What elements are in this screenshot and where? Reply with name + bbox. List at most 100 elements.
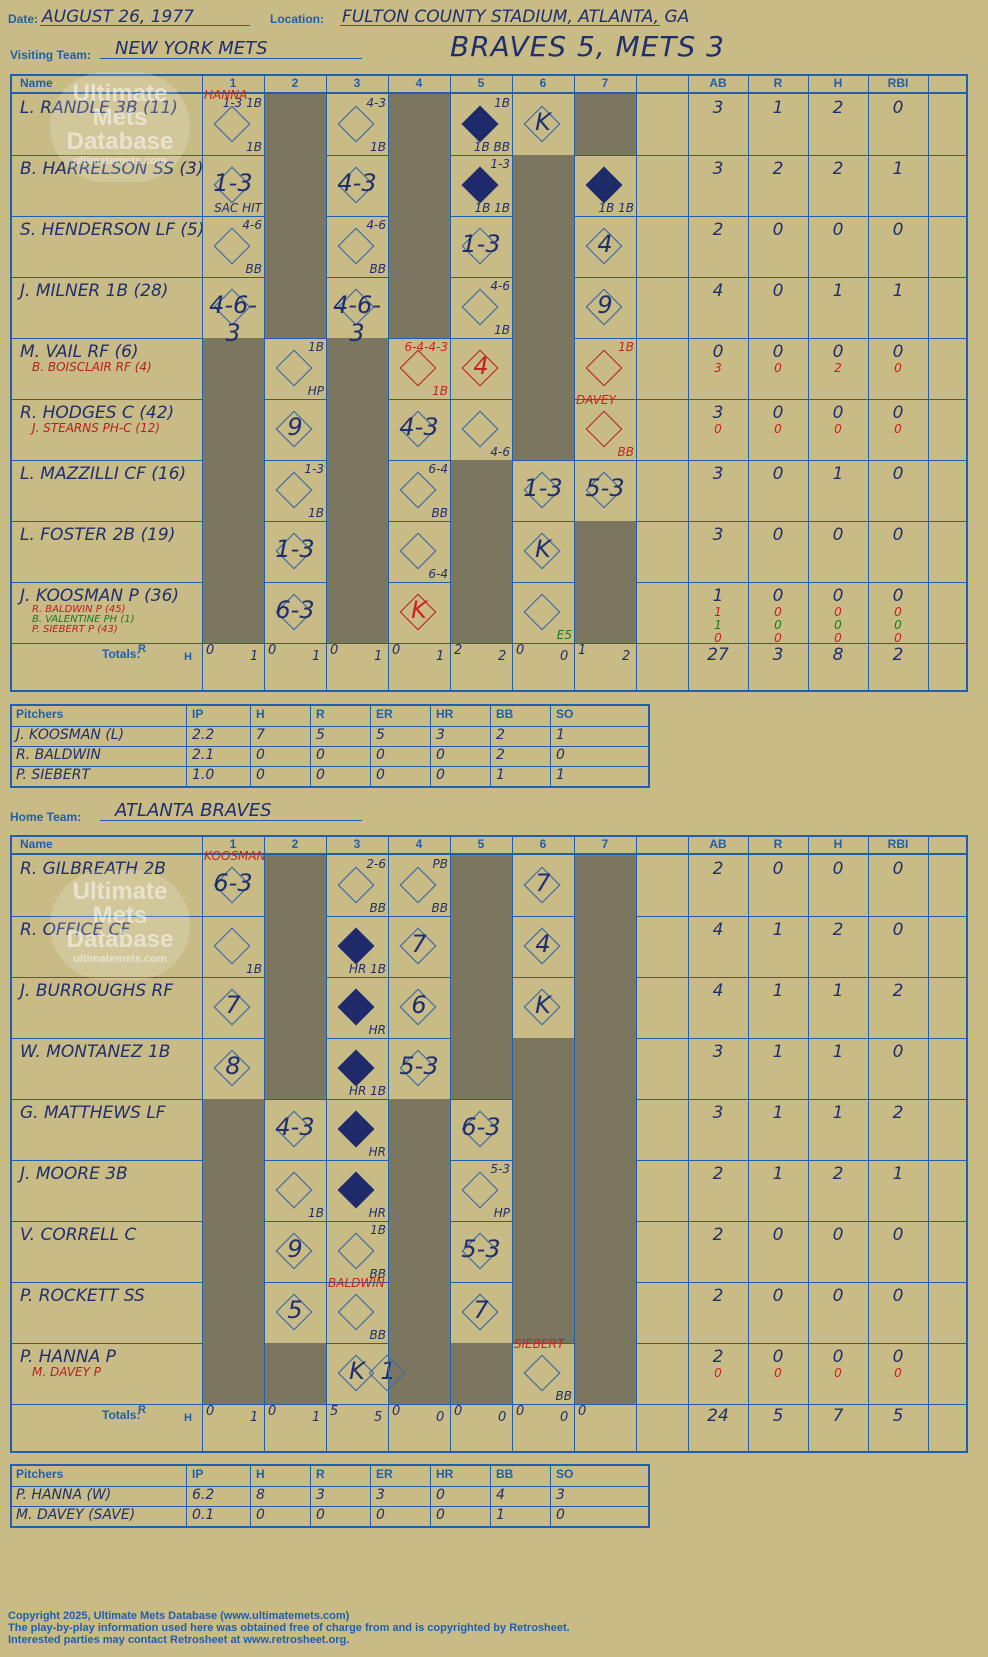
stat-value: 2 (712, 1164, 724, 1184)
pitcher-row: R. BALDWIN 2.1 0 0 0 0 2 0 (12, 746, 648, 767)
play-note-bottom: BB (555, 1389, 572, 1403)
grid-line (388, 76, 389, 690)
grid-line (512, 76, 513, 690)
grid-header: Name 1 2 3 4 5 6 7 AB R H RBI (12, 76, 966, 94)
play-result: 7 (535, 869, 551, 897)
play-cell: E5 (512, 582, 574, 644)
pitcher-er: 3 (376, 1487, 385, 1503)
inning-hits: 0 (560, 649, 569, 664)
pitcher-r: 5 (316, 727, 325, 743)
stat-ab: 2 (688, 859, 748, 879)
play-result: 6-3 (275, 596, 315, 624)
play-cell: 4-6 1B (450, 277, 512, 339)
play-cell: HR 1B (326, 1038, 388, 1100)
inning-shade (512, 277, 574, 338)
watermark-logo-home: Ultimate Mets Database ultimatemets.com (50, 870, 190, 980)
pitcher-hr: 3 (436, 727, 445, 743)
pitching-col-header: BB (496, 1467, 514, 1481)
inning-shade (512, 399, 574, 460)
stat-value: 0 (772, 525, 784, 545)
stat-value: 0 (772, 586, 784, 606)
play-cell: 5-3 (388, 1038, 450, 1100)
stat-r: 0 (748, 464, 808, 484)
play-cell: 4-3 (326, 155, 388, 217)
play-note-bottom: 4-6 (490, 445, 510, 459)
stat-value: 0 (892, 1225, 904, 1245)
stat-sub-value: 3 (714, 361, 722, 375)
stat-sub-value: 0 (774, 1366, 782, 1380)
play-note-bottom: 1B (308, 506, 324, 520)
play-result: 4-3 (275, 1113, 315, 1141)
grid-line (264, 76, 265, 690)
pitching-col-header: Pitchers (16, 1467, 64, 1481)
pitcher-row: P. SIEBERT 1.0 0 0 0 0 1 1 (12, 766, 648, 787)
inning-shade (264, 1038, 326, 1099)
pitching-col-header: HR (436, 707, 454, 721)
stat-value: 0 (832, 403, 844, 423)
grid-line (688, 76, 689, 690)
pitcher-h: 7 (256, 727, 265, 743)
stat-h: 2 (808, 920, 868, 940)
pitcher-change-note: BALDWIN (328, 1276, 385, 1290)
watermark-text: ultimatemets.com (73, 155, 167, 167)
grid-line (928, 76, 929, 690)
stat-value: 1 (832, 281, 844, 301)
pitcher-row: M. DAVEY (SAVE) 0.1 0 0 0 0 1 0 (12, 1506, 648, 1527)
inning-shade (512, 155, 574, 216)
play-cell: 1-3 1B 1B (450, 155, 512, 217)
batter-name: B. HARRELSON SS (3) (20, 159, 204, 179)
inning-runs: 0 (578, 1404, 587, 1419)
inning-shade (388, 1160, 450, 1221)
stat-sub-value: 1 (714, 605, 722, 619)
base-diamond (461, 288, 499, 326)
grid-line (430, 706, 431, 786)
stat-value: 1 (832, 1042, 844, 1062)
grid-line (450, 837, 451, 1451)
grid-line (250, 1466, 251, 1526)
footer-copyright: Copyright 2025, Ultimate Mets Database (… (8, 1610, 570, 1646)
visitors-scorecard: Name 1 2 3 4 5 6 7 AB R H RBI L. RANDLE 3B (11) 3 1 2 0 B… (10, 74, 968, 692)
grid-line (250, 706, 251, 786)
batter-row: J. KOOSMAN P (36) R. BALDWIN P (45) B. VAL… (12, 582, 966, 645)
inning-shade (574, 855, 636, 916)
play-cell: 1B 1B (574, 155, 636, 217)
batter-row: V. CORRELL C 2 0 0 0 (12, 1221, 966, 1283)
pitcher-hr: 0 (436, 747, 445, 763)
pitching-col-header: ER (376, 707, 393, 721)
stat-value: 3 (712, 98, 724, 118)
stat-value: 0 (772, 1225, 784, 1245)
pitcher-bb: 4 (496, 1487, 505, 1503)
play-cell: HR (326, 1160, 388, 1222)
play-result: K (411, 596, 427, 624)
grid-line (748, 837, 749, 1451)
stat-r: 0 (748, 1225, 808, 1245)
play-result: 6-3 (213, 869, 253, 897)
stat-value: 0 (772, 1347, 784, 1367)
play-result: 4-6-3 (333, 291, 381, 347)
totals-row: Totals: R H 0 1 0 1 0 1 0 1 2 2 0 0 1 2 27 3 8 2 (12, 643, 966, 667)
stat-value: 3 (712, 1042, 724, 1062)
stat-h: 0 (808, 859, 868, 879)
grid-line (186, 1466, 187, 1526)
base-diamond (337, 988, 375, 1026)
inning-shade (574, 521, 636, 582)
play-cell: 4-6 BB (202, 216, 264, 278)
stat-rbi: 1 (868, 281, 928, 301)
inning-hits: 1 (312, 1410, 321, 1425)
play-note-bottom: 6-4 (428, 567, 448, 581)
stat-h: 1 (808, 1103, 868, 1123)
stat-value: 2 (892, 1103, 904, 1123)
grid-line (370, 706, 371, 786)
inning-shade (450, 521, 512, 582)
inning-shade (450, 582, 512, 643)
pitcher-hr: 0 (436, 767, 445, 783)
play-result: 4 (535, 930, 551, 958)
inning-runs: 2 (454, 643, 463, 658)
batter-name: S. HENDERSON LF (5) (20, 220, 205, 240)
stat-value: 3 (712, 403, 724, 423)
inning-shade (326, 460, 388, 521)
play-result: 6-3 (461, 1113, 501, 1141)
